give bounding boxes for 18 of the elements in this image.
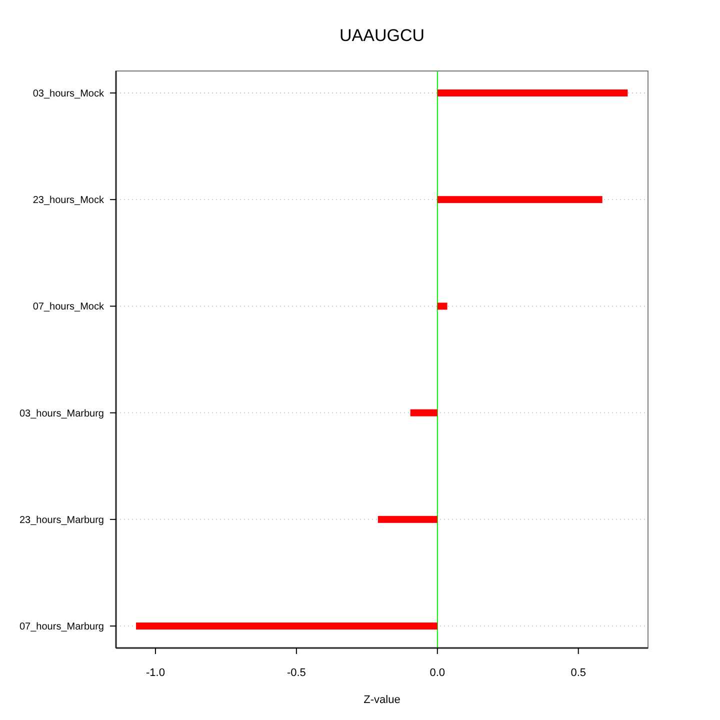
y-tick-label: 23_hours_Mock	[32, 195, 105, 206]
y-tick-label: 07_hours_Marburg	[20, 622, 104, 633]
bar	[136, 622, 438, 630]
x-axis-title: Z-value	[364, 694, 400, 706]
x-tick-label: 0.0	[430, 667, 446, 679]
bar	[437, 196, 602, 204]
bar	[410, 409, 438, 416]
chart-title: UAAUGCU	[339, 26, 425, 45]
x-tick-label: -1.0	[146, 667, 165, 679]
y-tick-label: 03_hours_Mock	[32, 88, 105, 100]
bar	[378, 516, 438, 523]
bar	[437, 89, 628, 96]
y-tick-label: 07_hours_Mock	[32, 302, 105, 313]
x-tick-label: -0.5	[286, 667, 306, 679]
bar	[437, 302, 448, 310]
x-tick-label: 0.5	[570, 667, 586, 679]
y-tick-label: 23_hours_Marburg	[20, 514, 104, 526]
y-tick-label: 03_hours_Marburg	[20, 408, 104, 420]
